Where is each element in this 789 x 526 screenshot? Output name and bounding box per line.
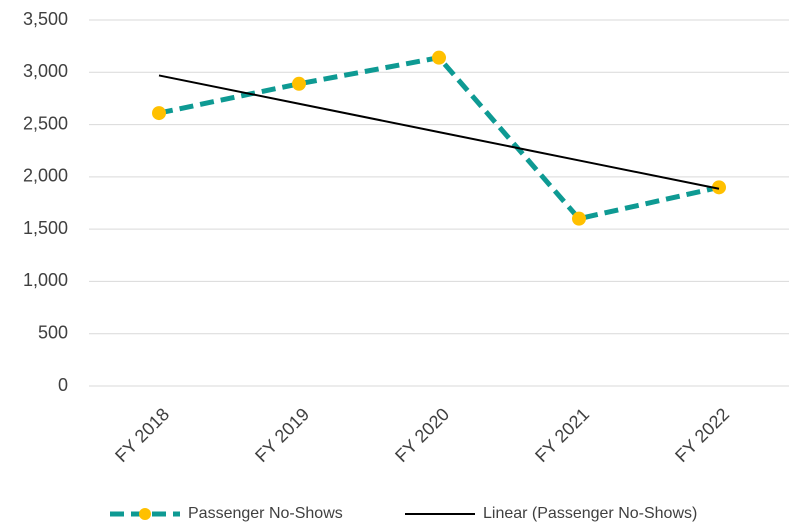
x-tick-label: FY 2019 — [251, 404, 313, 466]
y-tick-label: 2,000 — [23, 166, 68, 186]
marker — [572, 211, 586, 226]
y-tick-label: 3,000 — [23, 61, 68, 81]
series-line — [158, 74, 720, 190]
marker — [152, 106, 166, 121]
y-tick-label: 0 — [58, 375, 68, 395]
legend-item: Passenger No-Shows — [110, 505, 343, 522]
series-line — [158, 54, 720, 222]
y-tick-label: 1,500 — [23, 218, 68, 238]
legend-label: Linear (Passenger No-Shows) — [483, 505, 697, 522]
marker — [712, 180, 726, 195]
marker — [292, 76, 306, 91]
x-tick-label: FY 2020 — [391, 404, 453, 466]
x-tick-label: FY 2021 — [531, 404, 593, 466]
legend-marker — [139, 508, 151, 520]
y-tick-label: 1,000 — [23, 270, 68, 290]
y-tick-label: 2,500 — [23, 113, 68, 133]
marker — [432, 50, 446, 65]
y-tick-label: 500 — [38, 322, 68, 342]
x-tick-label: FY 2018 — [111, 404, 173, 466]
x-tick-label: FY 2022 — [671, 404, 733, 466]
legend-item: Linear (Passenger No-Shows) — [405, 505, 697, 522]
y-tick-label: 3,500 — [23, 9, 68, 29]
legend-label: Passenger No-Shows — [188, 505, 343, 522]
